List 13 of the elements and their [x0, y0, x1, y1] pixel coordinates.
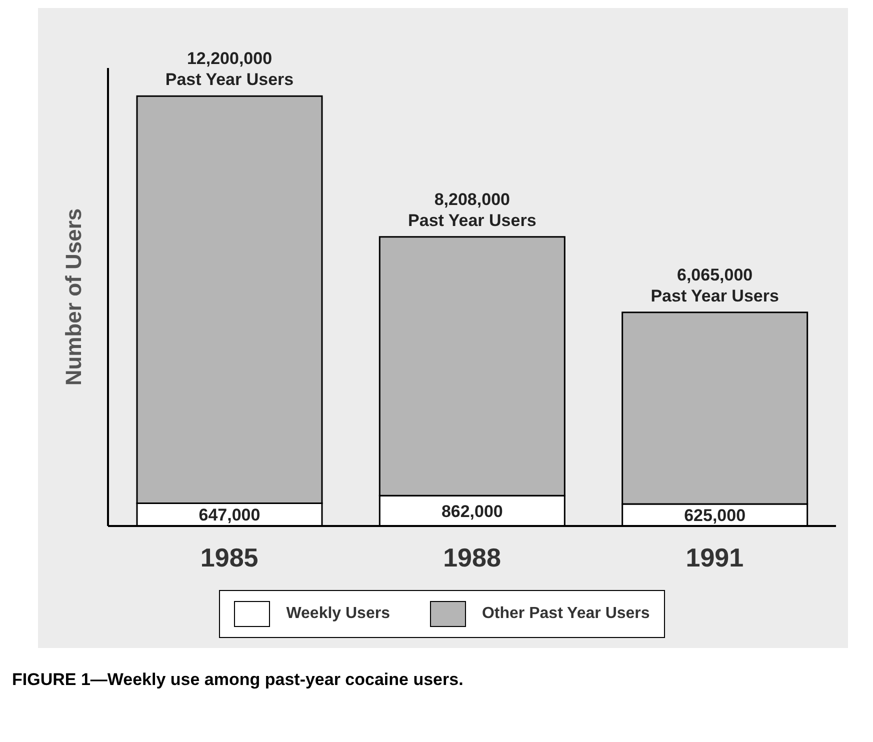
y-axis-title: Number of Users [60, 208, 86, 386]
total-label: 6,065,000 Past Year Users [650, 265, 779, 306]
total-label: 12,200,000 Past Year Users [165, 49, 294, 90]
x-tick-label: 1988 [443, 542, 501, 572]
data-label: 625,000 [684, 506, 746, 525]
legend-label: Other Past Year Users [482, 605, 650, 623]
x-tick-label: 1985 [200, 542, 258, 572]
data-label: 647,000 [198, 506, 260, 525]
x-tick-label: 1991 [686, 542, 744, 572]
data-label: 862,000 [441, 502, 503, 521]
legend-label: Weekly Users [286, 605, 390, 623]
total-label: 8,208,000 Past Year Users [408, 190, 536, 230]
caption: FIGURE 1—Weekly use among past-year cocaine users. [12, 670, 464, 690]
